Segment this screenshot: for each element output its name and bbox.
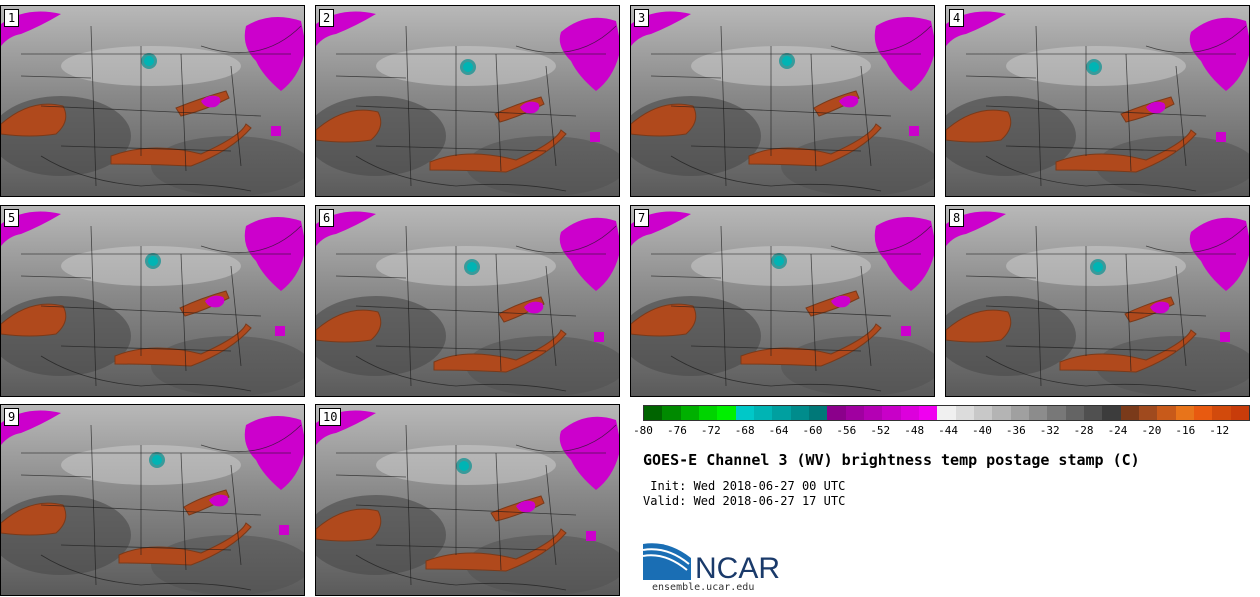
colorbar-swatch bbox=[1230, 406, 1249, 420]
panel-number: 5 bbox=[4, 209, 20, 227]
colorbar-swatch bbox=[790, 406, 809, 420]
colorbar-swatch bbox=[955, 406, 974, 420]
colorbar-swatch bbox=[827, 406, 846, 420]
panel-3: 3 bbox=[630, 5, 935, 197]
panel-8: 8 bbox=[945, 205, 1250, 397]
panel-number: 4 bbox=[949, 9, 965, 27]
colorbar-tick-label: -60 bbox=[802, 424, 823, 437]
colorbar-swatch bbox=[1065, 406, 1084, 420]
chart-title: GOES-E Channel 3 (WV) brightness temp po… bbox=[643, 451, 1140, 469]
colorbar-swatch bbox=[882, 406, 901, 420]
colorbar-swatch bbox=[772, 406, 791, 420]
colorbar-swatch bbox=[698, 406, 718, 420]
colorbar-swatch bbox=[644, 406, 663, 420]
panel-7: 7 bbox=[630, 205, 935, 397]
colorbar-swatch bbox=[863, 406, 883, 420]
colorbar-tick-label: -32 bbox=[1039, 424, 1060, 437]
colorbar-swatch bbox=[735, 406, 754, 420]
colorbar-tick-label: -40 bbox=[971, 424, 992, 437]
colorbar-swatch bbox=[1212, 406, 1231, 420]
panel-4: 4 bbox=[945, 5, 1250, 197]
colorbar-swatch bbox=[1102, 406, 1121, 420]
colorbar-tick-label: -36 bbox=[1005, 424, 1026, 437]
panel-number: 2 bbox=[319, 9, 335, 27]
colorbar-tick-label: -80 bbox=[633, 424, 653, 437]
url-text: ensemble.ucar.edu bbox=[652, 582, 755, 593]
colorbar-swatch bbox=[845, 406, 864, 420]
valid-time: Valid: Wed 2018-06-27 17 UTC bbox=[643, 494, 846, 508]
logo-text: NCAR bbox=[695, 552, 780, 585]
colorbar-tick-label: -20 bbox=[1141, 424, 1162, 437]
panel-number: 7 bbox=[634, 209, 650, 227]
panel-number: 6 bbox=[319, 209, 335, 227]
colorbar-swatch bbox=[808, 406, 828, 420]
colorbar-tick-label: -64 bbox=[768, 424, 789, 437]
colorbar-swatch bbox=[918, 406, 938, 420]
colorbar-swatch bbox=[1138, 406, 1158, 420]
colorbar-swatch bbox=[1028, 406, 1048, 420]
colorbar-swatch bbox=[973, 406, 993, 420]
panel-number: 8 bbox=[949, 209, 965, 227]
panel-number: 1 bbox=[4, 9, 20, 27]
init-time: Init: Wed 2018-06-27 00 UTC bbox=[643, 479, 846, 493]
colorbar bbox=[643, 405, 1250, 421]
colorbar-tick-label: -12 bbox=[1209, 424, 1230, 437]
panel-2: 2 bbox=[315, 5, 620, 197]
colorbar-tick-label: -24 bbox=[1107, 424, 1128, 437]
colorbar-swatch bbox=[1083, 406, 1103, 420]
colorbar-swatch bbox=[680, 406, 699, 420]
panel-number: 9 bbox=[4, 408, 20, 426]
panel-1: 1 bbox=[0, 5, 305, 197]
ncar-logo: NCAR bbox=[643, 543, 780, 585]
panel-6: 6 bbox=[315, 205, 620, 397]
panel-number: 10 bbox=[319, 408, 342, 426]
colorbar-tick-label: -16 bbox=[1175, 424, 1196, 437]
colorbar-swatch bbox=[1193, 406, 1213, 420]
panel-9: 9 bbox=[0, 404, 305, 596]
colorbar-tick-label: -28 bbox=[1073, 424, 1094, 437]
colorbar-swatch bbox=[992, 406, 1011, 420]
colorbar-swatch bbox=[1157, 406, 1176, 420]
colorbar-swatch bbox=[1175, 406, 1194, 420]
panel-10: 10 bbox=[315, 404, 620, 596]
colorbar-swatch bbox=[753, 406, 773, 420]
colorbar-tick-label: -56 bbox=[836, 424, 857, 437]
colorbar-tick-label: -44 bbox=[938, 424, 958, 437]
colorbar-swatch bbox=[937, 406, 956, 420]
colorbar-swatch bbox=[900, 406, 919, 420]
colorbar-tick-label: -72 bbox=[700, 424, 721, 437]
colorbar-tick-label: -76 bbox=[666, 424, 687, 437]
colorbar-swatch bbox=[662, 406, 681, 420]
colorbar-tick-label: -68 bbox=[734, 424, 755, 437]
colorbar-swatch bbox=[1120, 406, 1139, 420]
colorbar-swatch bbox=[1010, 406, 1029, 420]
colorbar-ticks: -80 -76 -72 -68 -64 -60 -56 -52 -48 -44 -40 -36 -32-… bbox=[633, 424, 1248, 438]
panel-number: 3 bbox=[634, 9, 650, 27]
panel-5: 5 bbox=[0, 205, 305, 397]
colorbar-tick-label: -48 bbox=[904, 424, 925, 437]
colorbar-swatch bbox=[1047, 406, 1066, 420]
colorbar-tick-label: -52 bbox=[870, 424, 891, 437]
colorbar-swatch bbox=[717, 406, 736, 420]
